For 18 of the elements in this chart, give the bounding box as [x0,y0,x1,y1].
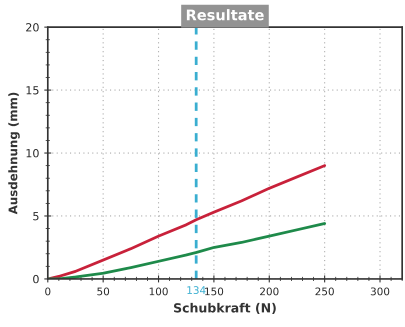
line-series [48,222,326,279]
y-axis-title: Ausdehnung (mm) [8,92,20,214]
y-tick-label: 10 [26,149,39,158]
chart-title: Resultate [186,9,264,20]
y-tick-label: 5 [33,212,38,220]
x-tick-label: 300 [370,287,390,296]
ref-line-label: 134 [187,286,206,294]
x-tick-label: 200 [260,287,279,296]
x-tick-label: 100 [150,287,168,296]
x-axis-title: Schubkraft (N) [174,302,276,314]
y-tick-label: 15 [26,86,38,94]
x-tick-label: 150 [205,287,224,296]
x-tick-label: 250 [315,287,334,296]
y-tick-label: 0 [33,274,39,284]
line-series [48,164,326,279]
x-tick-label: 50 [97,287,110,296]
y-tick-label: 20 [26,23,39,32]
x-tick-label: 0 [45,287,50,296]
